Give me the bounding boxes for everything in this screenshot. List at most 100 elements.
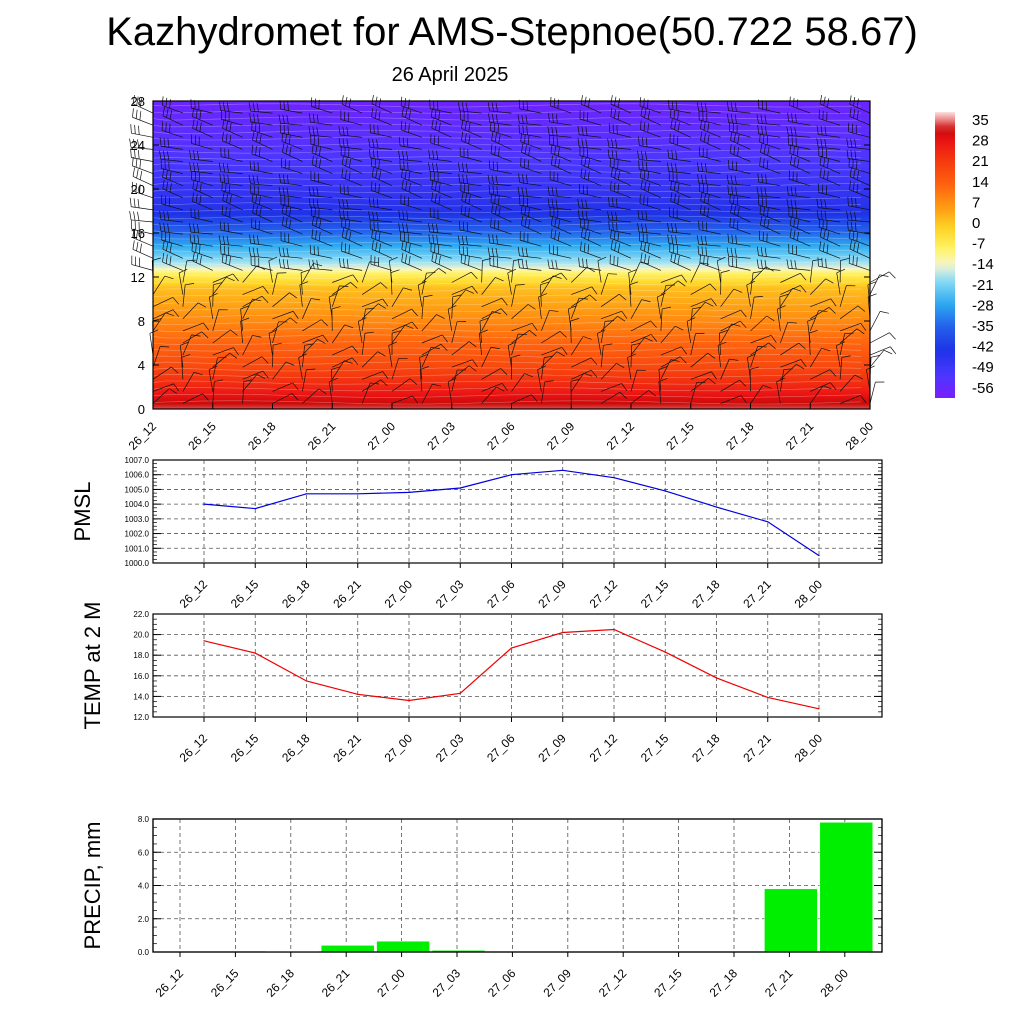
temp-2m-x-tick-label: 28_00 xyxy=(792,731,826,765)
wind-barb xyxy=(816,125,841,138)
wind-barb xyxy=(519,196,542,211)
wind-barb xyxy=(640,168,662,187)
wind-barb xyxy=(401,240,423,259)
heatmap-x-tick-label: 27_21 xyxy=(783,419,817,453)
wind-barb xyxy=(511,333,528,356)
temp-2m-x-tick-label: 27_21 xyxy=(740,731,774,765)
precip-bar xyxy=(764,888,818,953)
wind-barb xyxy=(451,365,477,380)
contour-line xyxy=(152,215,862,220)
wind-barb xyxy=(690,332,705,356)
wind-barb xyxy=(391,324,414,344)
wind-barb xyxy=(131,181,154,199)
temp-2m-x-tick-label: 27_06 xyxy=(484,731,518,765)
pmsl-point xyxy=(203,503,205,505)
heatmap-x-tick-label: 27_06 xyxy=(484,419,518,453)
wind-barb xyxy=(459,147,482,162)
wind-barb xyxy=(726,247,751,259)
wind-barb xyxy=(391,287,413,307)
wind-barb xyxy=(630,299,651,319)
wind-barb xyxy=(630,369,646,392)
wind-barb xyxy=(242,370,269,380)
wind-barb xyxy=(699,146,721,162)
wind-barb xyxy=(341,217,363,235)
date-subtitle: 26 April 2025 xyxy=(391,64,509,86)
wind-barb xyxy=(179,341,189,368)
wind-barb xyxy=(421,343,448,356)
wind-barb xyxy=(481,386,505,404)
contour-line xyxy=(152,334,862,339)
wind-barb xyxy=(302,388,327,404)
wind-barb xyxy=(720,288,743,307)
wind-barb xyxy=(310,171,333,187)
wind-barb xyxy=(629,281,639,307)
wind-barb xyxy=(750,315,775,332)
wind-barb xyxy=(152,346,170,368)
wind-barb xyxy=(690,298,717,308)
wind-barb xyxy=(341,227,363,247)
wind-barb xyxy=(730,131,751,150)
wind-barb xyxy=(451,289,475,307)
wind-barb xyxy=(720,320,747,332)
page-title: Kazhydromet for AMS-Stepnoe(50.722 58.67… xyxy=(106,10,918,54)
pmsl-y-tick-label: 1005.0 xyxy=(125,485,150,494)
pmsl-x-tick-label: 27_12 xyxy=(587,577,621,611)
temp-point xyxy=(818,708,820,710)
pmsl-x-tick-label: 27_03 xyxy=(433,577,467,611)
wind-barb xyxy=(302,368,316,392)
wind-barb xyxy=(547,186,572,199)
wind-barb xyxy=(490,218,512,235)
wind-barb xyxy=(451,271,478,283)
heatmap-x-tick-label: 28_00 xyxy=(843,419,877,453)
wind-barb xyxy=(278,114,303,126)
wind-barb xyxy=(162,253,184,271)
contour-line xyxy=(152,248,862,253)
wind-barb xyxy=(130,124,154,138)
wind-barb xyxy=(388,256,398,283)
heatmap-x-tick-label: 27_12 xyxy=(604,419,638,453)
precip-x-tick-label: 28_00 xyxy=(817,966,851,1000)
contour-line xyxy=(152,321,862,326)
wind-barb xyxy=(459,220,482,235)
wind-barb xyxy=(839,285,856,307)
pmsl-point xyxy=(767,521,769,523)
wind-barb xyxy=(658,378,668,404)
wind-barb xyxy=(152,388,177,404)
wind-barb xyxy=(567,305,577,331)
precip-x-tick-label: 26_15 xyxy=(208,966,242,1000)
contour-line xyxy=(152,268,862,273)
heatmap-x-tick-label: 27_03 xyxy=(424,419,458,453)
wind-barb xyxy=(848,158,871,174)
wind-barb xyxy=(361,303,386,320)
wind-barb xyxy=(549,207,572,223)
pmsl-point xyxy=(664,490,666,492)
wind-barb xyxy=(212,379,224,404)
wind-barb xyxy=(481,346,500,368)
wind-barb xyxy=(487,174,512,187)
wind-barb xyxy=(419,353,429,380)
wind-barb xyxy=(667,234,691,247)
wind-barb xyxy=(541,272,568,283)
wind-barb xyxy=(690,381,706,404)
wind-barb xyxy=(282,143,303,162)
wind-barb xyxy=(669,242,691,259)
wind-barb xyxy=(488,113,512,126)
contour-line xyxy=(152,103,862,108)
wind-barb xyxy=(690,377,716,392)
wind-barb xyxy=(760,143,781,162)
wind-barb xyxy=(421,383,442,404)
temp-point xyxy=(254,652,256,654)
wind-barb xyxy=(240,305,250,331)
wind-barb xyxy=(757,196,781,211)
wind-barb xyxy=(610,240,632,259)
wind-barb xyxy=(669,207,691,223)
wind-barb xyxy=(690,301,714,320)
wind-barb xyxy=(640,240,662,259)
temp-2m-x-tick-label: 27_12 xyxy=(587,731,621,765)
wind-barb xyxy=(550,155,572,174)
wind-barb xyxy=(608,220,632,235)
wind-barb xyxy=(219,221,243,235)
wind-barb xyxy=(281,216,303,235)
pmsl-point xyxy=(510,474,513,476)
wind-barb xyxy=(608,197,632,211)
